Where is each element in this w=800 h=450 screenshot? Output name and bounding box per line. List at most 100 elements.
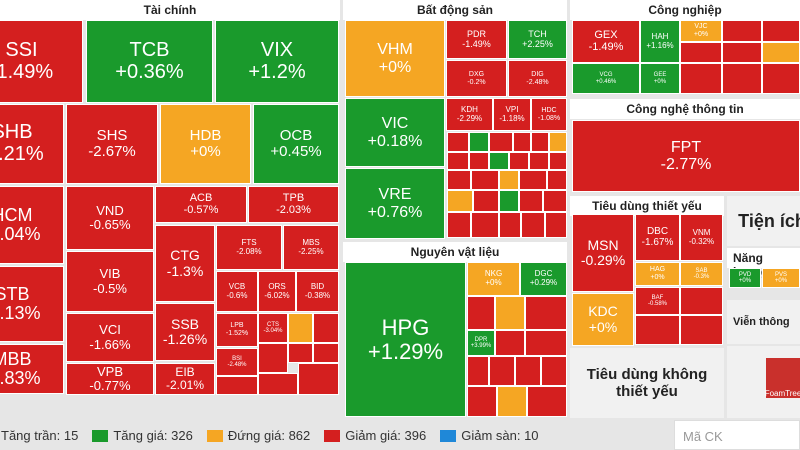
stock-tile[interactable]: VCB -0.6%	[216, 271, 258, 312]
stock-tile[interactable]: VJC +0%	[680, 20, 722, 42]
stock-tile[interactable]: DIG -2.48%	[508, 60, 567, 97]
stock-tile[interactable]: MSN -0.29%	[572, 214, 634, 292]
stock-tile[interactable]: CTS -3.04%	[258, 313, 288, 343]
stock-tile[interactable]: ACB -0.57%	[155, 186, 247, 223]
stock-tile[interactable]: SSI-1.49%	[0, 20, 83, 103]
search-box[interactable]: Mã CK	[674, 420, 800, 450]
stock-tile[interactable]: VRE +0.76%	[345, 168, 445, 239]
ticker: BSI	[232, 355, 242, 362]
legend-item[interactable]: Giảm sàn: 10	[440, 428, 539, 443]
stock-tile[interactable]: PDR -1.49%	[446, 20, 507, 59]
stock-tile[interactable]: HCM-1.04%	[0, 186, 64, 264]
stock-tile[interactable]: ORS -6.02%	[258, 271, 296, 312]
stock-tile[interactable]: SHB-1.21%	[0, 104, 64, 184]
stock-tile[interactable]: HAH +1.16%	[640, 20, 680, 63]
change: -1.49%	[462, 38, 491, 49]
stock-tile	[499, 170, 519, 190]
sector-panel: Tài chính	[0, 0, 340, 20]
stock-tile	[762, 42, 800, 63]
stock-tile[interactable]: TCH +2.25%	[508, 20, 567, 59]
change: -2.29%	[456, 113, 483, 123]
stock-tile[interactable]: DXG -0.2%	[446, 60, 507, 97]
stock-tile[interactable]: SAB -0.3%	[680, 262, 723, 286]
stock-tile[interactable]: VND -0.65%	[66, 186, 154, 250]
stock-tile[interactable]: VIC +0.18%	[345, 98, 445, 167]
legend-item[interactable]: Đứng giá: 862	[206, 428, 310, 443]
change: +0.76%	[367, 203, 423, 221]
stock-tile[interactable]: EIB -2.01%	[155, 363, 215, 395]
legend-swatch	[206, 429, 223, 442]
stock-tile[interactable]: DBC -1.67%	[635, 214, 680, 261]
stock-tile[interactable]: BID -0.38%	[296, 271, 339, 312]
stock-tile	[489, 132, 513, 152]
stock-tile[interactable]: HDB +0%	[160, 104, 251, 184]
stock-tile[interactable]: VCG +0.46%	[572, 63, 640, 94]
stock-tile[interactable]: DPR +3.99%	[467, 330, 495, 356]
stock-tile[interactable]: VNM -0.32%	[680, 214, 723, 261]
stock-tile[interactable]: PVD +0%	[729, 268, 761, 288]
change: +1.16%	[646, 40, 674, 50]
stock-tile	[509, 152, 529, 170]
ticker: TPB	[282, 191, 305, 204]
change: -2.77%	[660, 156, 712, 173]
change: -1.49%	[588, 40, 624, 53]
legend-item[interactable]: Tăng trần: 15	[0, 428, 78, 443]
change: -3.04%	[263, 328, 283, 334]
stock-tile[interactable]: TCB +0.36%	[86, 20, 213, 103]
stock-tile	[495, 296, 525, 330]
legend-swatch	[440, 429, 457, 442]
stock-tile[interactable]: OCB +0.45%	[253, 104, 339, 184]
stock-tile[interactable]: NKG +0%	[467, 262, 520, 296]
change: -0.5%	[93, 280, 127, 296]
stock-tile[interactable]: CTG -1.3%	[155, 225, 215, 302]
stock-tile[interactable]: HDC -1.08%	[531, 98, 567, 131]
stock-tile[interactable]: FPT -2.77%	[572, 120, 800, 192]
stock-tile[interactable]: MBB-1.83%	[0, 344, 64, 394]
stock-tile[interactable]: GEE +0%	[640, 63, 680, 94]
ticker: VIX	[260, 38, 294, 61]
change: -2.48%	[227, 362, 247, 368]
stock-tile[interactable]: LPB -1.52%	[216, 313, 258, 347]
stock-tile	[543, 190, 567, 212]
stock-tile[interactable]: VCI -1.66%	[66, 313, 154, 362]
stock-tile[interactable]: VPB -0.77%	[66, 363, 154, 395]
stock-tile[interactable]: HAG +0%	[635, 262, 680, 286]
stock-tile[interactable]: VHM +0%	[345, 20, 445, 97]
stock-tile[interactable]: SHS -2.67%	[66, 104, 158, 184]
stock-tile	[549, 132, 567, 152]
stock-tile	[531, 132, 549, 152]
stock-tile[interactable]: KDH -2.29%	[446, 98, 493, 131]
stock-tile	[288, 343, 313, 363]
ticker: DBC	[646, 225, 669, 237]
stock-tile	[497, 386, 527, 417]
stock-tile[interactable]: VIB -0.5%	[66, 251, 154, 312]
logo: FoamTree	[765, 358, 800, 398]
stock-tile[interactable]: PVS +0%	[762, 268, 800, 288]
stock-tile	[525, 330, 567, 356]
sector-title: Tiêu dùng không thiết yếu	[570, 348, 724, 418]
stock-tile[interactable]: STB-1.13%	[0, 266, 64, 342]
stock-tile[interactable]: MBS -2.25%	[283, 225, 339, 270]
stock-tile[interactable]: VPI -1.18%	[493, 98, 531, 131]
stock-tile[interactable]: KDC +0%	[572, 293, 634, 346]
sector-title: Tài chính	[143, 3, 197, 17]
stock-tile[interactable]: BSI -2.48%	[216, 348, 258, 376]
ticker: TCB	[129, 38, 170, 61]
legend-item[interactable]: Giảm giá: 396	[324, 428, 426, 443]
stock-tile[interactable]: GEX -1.49%	[572, 20, 640, 63]
ticker: DXG	[468, 70, 485, 78]
stock-tile[interactable]: VIX +1.2%	[215, 20, 339, 103]
legend-item[interactable]: Tăng giá: 326	[92, 428, 193, 443]
stock-tile[interactable]: TPB -2.03%	[248, 186, 339, 223]
stock-tile[interactable]: SSB -1.26%	[155, 303, 215, 361]
stock-tile[interactable]: HPG +1.29%	[345, 262, 466, 417]
change: -0.65%	[89, 217, 131, 232]
change: +0%	[485, 278, 502, 287]
stock-tile[interactable]: BAF -0.58%	[635, 287, 680, 315]
ticker: HDC	[541, 106, 557, 114]
stock-tile[interactable]: DGC +0.29%	[520, 262, 567, 296]
stock-tile	[549, 152, 567, 170]
stock-tile[interactable]: FTS -2.08%	[216, 225, 282, 270]
change: -1.04%	[0, 224, 41, 244]
